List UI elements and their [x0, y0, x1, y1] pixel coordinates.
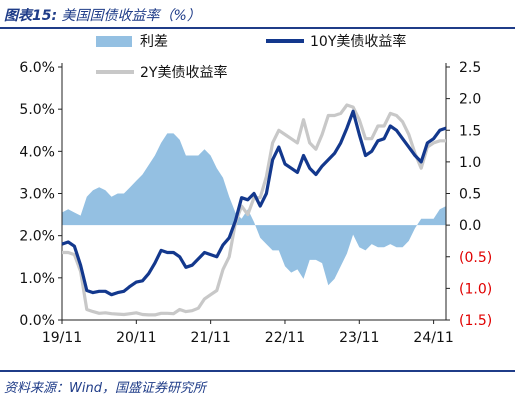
- left-tick-label: 5.0%: [19, 102, 55, 118]
- axes-layer: [58, 63, 450, 324]
- legend-spread-swatch: [96, 36, 132, 47]
- legend: 利差 10Y美债收益率 2Y美债收益率: [96, 33, 406, 81]
- right-tick-label: 1.0: [459, 155, 481, 171]
- title-rule: [0, 27, 515, 29]
- left-tick-label: 0.0%: [19, 313, 55, 329]
- spread-area-layer: [62, 133, 446, 286]
- legend-10y-label: 10Y美债收益率: [310, 33, 406, 50]
- y2-yield-line: [62, 103, 446, 317]
- x-tick-label: 21/11: [190, 330, 230, 346]
- x-tick-label: 23/11: [339, 330, 379, 346]
- x-tick-label: 24/11: [413, 330, 453, 346]
- right-tick-label: 2.5: [459, 60, 481, 76]
- tick-labels-layer: 0.0% 1.0% 2.0% 3.0% 4.0% 5.0% 6.0% (1.5) (1.0) (0…: [19, 60, 492, 346]
- figure-label: 图表15:: [4, 8, 58, 24]
- left-tick-label: 4.0%: [19, 144, 55, 160]
- figure-title-text: 美国国债收益率（%）: [61, 8, 201, 24]
- right-tick-label: 2.0: [459, 92, 481, 108]
- yield-lines-layer: [61, 103, 447, 317]
- right-tick-label: 0.0: [459, 218, 481, 234]
- right-tick-label: (1.0): [459, 281, 492, 297]
- right-tick-label: (1.5): [459, 313, 492, 329]
- legend-2y-label: 2Y美债收益率: [140, 64, 227, 81]
- right-tick-label: (0.5): [459, 250, 492, 266]
- right-tick-label: 0.5: [459, 187, 481, 203]
- yield-chart: 0.0% 1.0% 2.0% 3.0% 4.0% 5.0% 6.0% (1.5) (1.0) (0…: [19, 33, 492, 346]
- source-note: 资料来源：Wind，国盛证券研究所: [4, 381, 206, 396]
- source-rule: [0, 370, 515, 372]
- right-tick-label: 1.5: [459, 123, 481, 139]
- x-tick-label: 20/11: [116, 330, 156, 346]
- x-tick-label: 19/11: [42, 330, 82, 346]
- legend-spread-label: 利差: [140, 34, 168, 50]
- left-tick-label: 6.0%: [19, 60, 55, 76]
- spread-area: [62, 133, 446, 286]
- x-tick-label: 22/11: [265, 330, 305, 346]
- y10-yield-line: [61, 109, 447, 297]
- left-tick-label: 1.0%: [19, 271, 55, 287]
- left-tick-label: 3.0%: [19, 187, 55, 203]
- figure-title: 图表15: 美国国债收益率（%）: [4, 5, 201, 25]
- left-tick-label: 2.0%: [19, 229, 55, 245]
